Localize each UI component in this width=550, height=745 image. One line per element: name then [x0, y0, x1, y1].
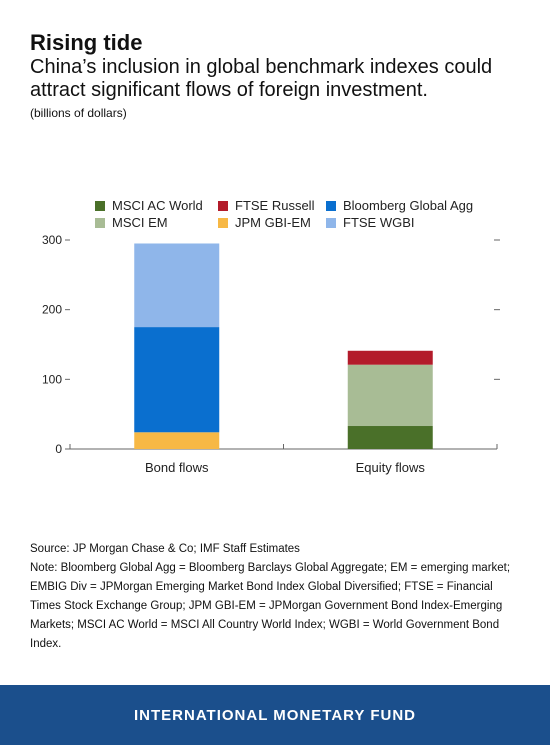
chart-header: Rising tide China’s inclusion in global …: [30, 30, 530, 121]
footer-banner: INTERNATIONAL MONETARY FUND: [0, 685, 550, 745]
legend-label: FTSE Russell: [235, 198, 315, 213]
legend-swatch: [326, 201, 336, 211]
bar-segment: [347, 426, 433, 449]
bar-segment: [347, 364, 433, 427]
bar-segment: [347, 350, 433, 365]
bar-segment: [134, 327, 220, 433]
stacked-bar-chart: MSCI AC World FTSE Russell Bloomberg Globa…: [42, 198, 500, 475]
chart-units: (billions of dollars): [30, 106, 127, 120]
y-tick-label: 100: [42, 372, 62, 386]
source-note: Source: JP Morgan Chase & Co; IMF Staff …: [30, 543, 300, 555]
footnote: Note: Bloomberg Global Agg = Bloomberg B…: [30, 562, 511, 650]
bar-segment: [134, 243, 220, 328]
chart-subtitle: China’s inclusion in global benchmark in…: [30, 56, 493, 101]
legend-swatch: [218, 218, 228, 228]
legend-swatch: [218, 201, 228, 211]
legend-swatch: [326, 218, 336, 228]
chart-notes: Source: JP Morgan Chase & Co; IMF Staff …: [30, 540, 525, 654]
x-category-label: Bond flows: [145, 460, 209, 475]
x-category-label: Equity flows: [356, 460, 426, 475]
bar-segment: [134, 432, 220, 449]
footer-org-name: INTERNATIONAL MONETARY FUND: [134, 706, 416, 724]
chart-title: Rising tide: [30, 30, 143, 55]
legend-label: JPM GBI-EM: [235, 215, 311, 230]
y-tick-label: 300: [42, 233, 62, 247]
legend-label: MSCI AC World: [112, 198, 203, 213]
legend-swatch: [95, 201, 105, 211]
y-tick-label: 200: [42, 303, 62, 317]
legend-label: Bloomberg Global Agg: [343, 198, 473, 213]
y-tick-label: 0: [55, 442, 62, 456]
legend-label: FTSE WGBI: [343, 215, 415, 230]
legend-swatch: [95, 218, 105, 228]
legend-label: MSCI EM: [112, 215, 168, 230]
